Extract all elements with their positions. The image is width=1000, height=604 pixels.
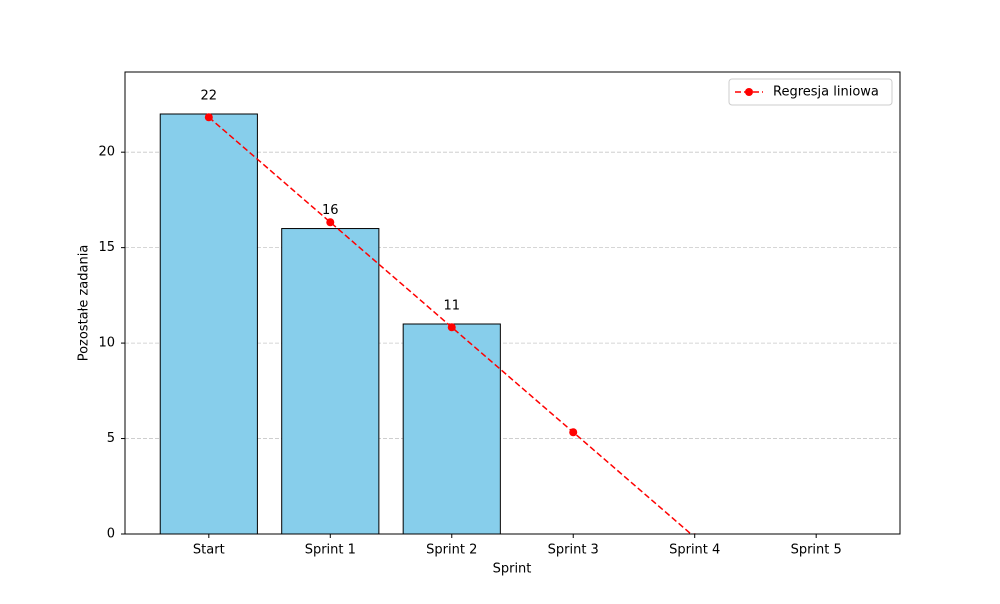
x-axis-label: Sprint bbox=[493, 562, 532, 577]
x-tick-label: Sprint 2 bbox=[426, 543, 477, 558]
regression-point bbox=[569, 428, 578, 437]
y-tick-label: 15 bbox=[98, 240, 115, 255]
y-axis-label: Pozostałe zadania bbox=[77, 245, 92, 362]
x-tick-label: Sprint 5 bbox=[791, 543, 842, 558]
legend-marker bbox=[745, 88, 753, 96]
regression-line bbox=[208, 116, 693, 534]
y-tick-label: 0 bbox=[107, 527, 115, 542]
y-tick-label: 10 bbox=[98, 336, 115, 351]
bar bbox=[159, 113, 258, 535]
regression-point bbox=[204, 113, 213, 122]
x-tick-label: Start bbox=[193, 543, 225, 558]
regression-point bbox=[447, 323, 456, 332]
line-group bbox=[204, 113, 698, 534]
legend-box bbox=[728, 78, 893, 106]
x-tick-label: Sprint 1 bbox=[305, 543, 356, 558]
regression-point bbox=[326, 218, 335, 227]
bar bbox=[402, 323, 501, 535]
y-tick-label: 20 bbox=[98, 145, 115, 160]
legend-label: Regresja liniowa bbox=[773, 85, 879, 100]
value-label: 22 bbox=[201, 89, 218, 104]
bar bbox=[281, 228, 380, 535]
value-label: 16 bbox=[322, 203, 339, 218]
x-tick-label: Sprint 4 bbox=[669, 543, 720, 558]
y-tick-label: 5 bbox=[107, 431, 115, 446]
x-tick-label: Sprint 3 bbox=[548, 543, 599, 558]
plot-frame bbox=[124, 71, 901, 535]
value-label: 11 bbox=[443, 299, 460, 314]
